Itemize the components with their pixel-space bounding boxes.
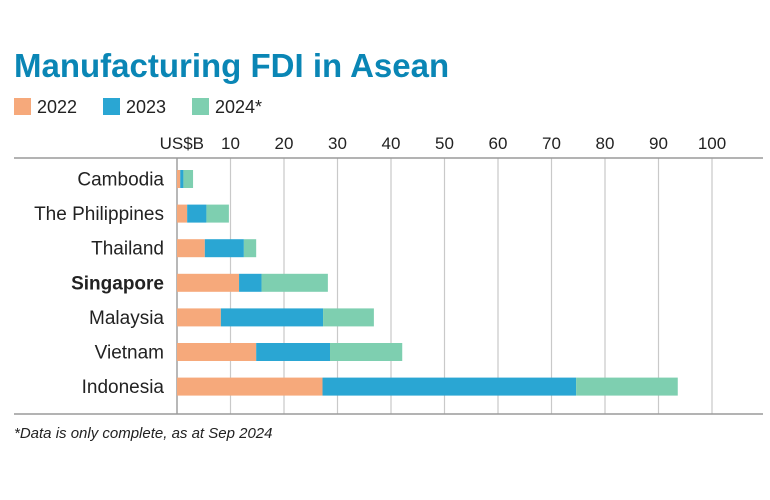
bar-4-0 xyxy=(177,308,221,327)
legend: 2022 2023 2024* xyxy=(14,97,262,117)
bar-1-0 xyxy=(177,204,188,223)
bar-3-1 xyxy=(239,273,262,292)
bar-1-1 xyxy=(187,204,207,223)
bar-3-0 xyxy=(177,273,240,292)
tick-label-40: 40 xyxy=(382,134,401,153)
tick-label-100: 100 xyxy=(698,134,726,153)
category-label-5: Vietnam xyxy=(95,343,164,364)
tick-label-10: 10 xyxy=(221,134,240,153)
tick-label-80: 80 xyxy=(596,134,615,153)
tick-label-20: 20 xyxy=(275,134,294,153)
bar-4-1 xyxy=(220,308,324,327)
category-label-4: Malaysia xyxy=(89,308,164,329)
chart-title: Manufacturing FDI in Asean xyxy=(14,47,449,84)
category-label-6: Indonesia xyxy=(82,377,165,398)
bar-0-2 xyxy=(183,170,194,188)
bar-5-1 xyxy=(256,343,331,361)
legend-swatch-1 xyxy=(103,98,120,115)
tick-label-90: 90 xyxy=(649,134,668,153)
bar-0-0 xyxy=(177,170,181,188)
category-label-3: Singapore xyxy=(71,273,164,294)
category-labels: Cambodia The Philippines Thailand Singapore… xyxy=(34,170,164,399)
legend-swatch-2 xyxy=(192,98,209,115)
bar-3-2 xyxy=(261,273,328,292)
legend-label-0: 2022 xyxy=(37,97,77,117)
category-label-2: Thailand xyxy=(91,239,164,260)
x-axis-unit-label: US$B xyxy=(160,134,204,153)
bar-2-0 xyxy=(177,239,205,258)
footnote: *Data is only complete, as at Sep 2024 xyxy=(14,425,273,442)
tick-label-70: 70 xyxy=(542,134,561,153)
bars xyxy=(177,170,678,396)
tick-label-60: 60 xyxy=(489,134,508,153)
category-label-1: The Philippines xyxy=(34,204,164,225)
bar-5-0 xyxy=(177,343,257,361)
tick-label-50: 50 xyxy=(435,134,454,153)
bar-2-1 xyxy=(204,239,244,258)
bar-4-2 xyxy=(323,308,374,327)
bar-6-2 xyxy=(576,377,678,396)
legend-label-1: 2023 xyxy=(126,97,166,117)
tick-label-30: 30 xyxy=(328,134,347,153)
legend-label-2: 2024* xyxy=(215,97,262,117)
bar-5-2 xyxy=(330,343,403,361)
bar-0-1 xyxy=(180,170,184,188)
category-label-0: Cambodia xyxy=(77,170,164,191)
bar-1-2 xyxy=(206,204,229,223)
bar-2-2 xyxy=(243,239,257,258)
bar-6-1 xyxy=(322,377,577,396)
x-tick-labels: 10 20 30 40 50 60 70 80 90 100 xyxy=(221,134,726,153)
bar-6-0 xyxy=(177,377,323,396)
legend-swatch-0 xyxy=(14,98,31,115)
